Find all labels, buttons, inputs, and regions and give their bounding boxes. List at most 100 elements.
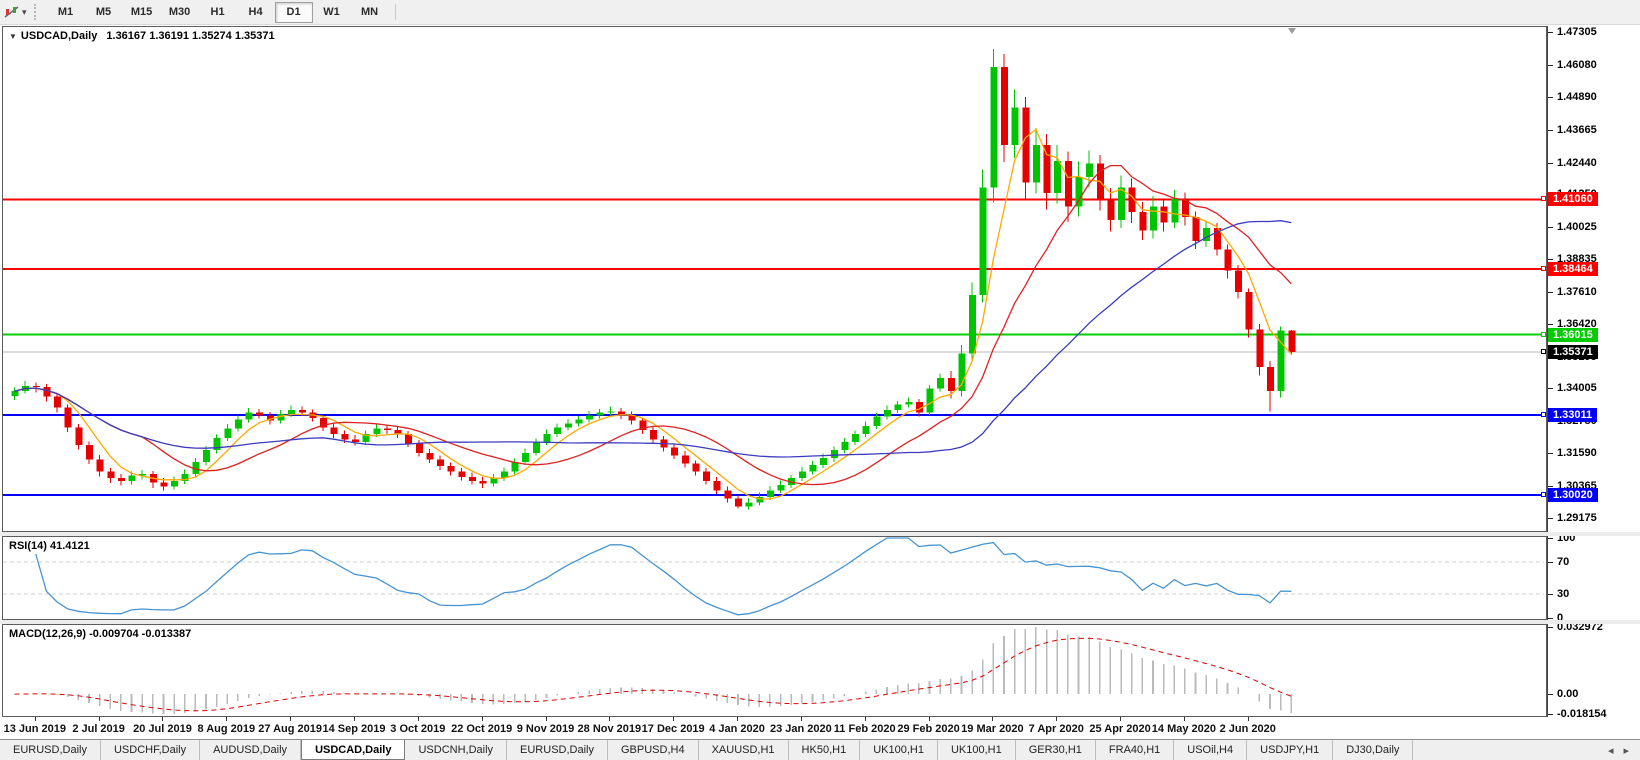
macd-tick-label: 0.032972 — [1557, 621, 1603, 633]
timeframe-button-w1[interactable]: W1 — [323, 5, 340, 18]
macd-chart[interactable] — [3, 625, 1544, 716]
date-tick — [609, 717, 611, 721]
date-axis[interactable]: 13 Jun 2019 2 Jul 2019 20 Jul 2019 8 Aug 20… — [0, 717, 1640, 739]
chart-symbol-period: USDCAD,Daily — [20, 30, 98, 42]
level-endpoint-marker[interactable] — [1541, 348, 1546, 354]
toolbar-grip[interactable] — [33, 4, 41, 20]
timeframe-toolbar: ▾ M1 M5 M15 M30 H1 H4 D1 W1 MN — [0, 0, 1640, 25]
timeframe-button-m1[interactable]: M1 — [57, 5, 74, 18]
chart-tab-usoil-h4[interactable]: USOil,H4 — [1174, 740, 1248, 760]
axis-tick — [1548, 259, 1553, 261]
chart-tab-ger30-h1[interactable]: GER30,H1 — [1016, 740, 1096, 760]
rsi-indicator-panel[interactable]: RSI(14) 41.4121 — [2, 536, 1547, 620]
date-label: 20 Jul 2019 — [133, 723, 192, 735]
chart-tab-hk50-h1[interactable]: HK50,H1 — [789, 740, 861, 760]
price-tick-label: 1.47305 — [1557, 26, 1597, 39]
date-label: 28 Nov 2019 — [577, 723, 642, 735]
date-label: 7 Apr 2020 — [1028, 723, 1084, 735]
timeframe-button-m15[interactable]: M15 — [130, 5, 153, 18]
price-tick-label: 1.43665 — [1557, 123, 1597, 136]
tab-scroll-left-icon[interactable]: ◂ — [1607, 744, 1614, 757]
date-tick — [673, 717, 675, 721]
timeframe-button-h1[interactable]: H1 — [210, 5, 225, 18]
date-tick — [1120, 717, 1122, 721]
date-tick — [545, 717, 547, 721]
price-tick-label: 1.29175 — [1557, 511, 1597, 524]
panel-splitter[interactable] — [0, 532, 1640, 536]
chart-tab-usdchf-daily[interactable]: USDCHF,Daily — [101, 740, 201, 760]
ohlc-caret-icon[interactable]: ▼ — [9, 32, 17, 41]
candlestick-chart[interactable] — [3, 27, 1544, 531]
panel-splitter[interactable] — [0, 620, 1640, 624]
date-label: 8 Aug 2019 — [197, 723, 256, 735]
macd-tick-label: -0.018154 — [1557, 708, 1607, 720]
axis-tick — [1548, 627, 1553, 628]
chart-tab-uk100-h1[interactable]: UK100,H1 — [860, 740, 938, 760]
level-endpoint-marker[interactable] — [1541, 492, 1546, 498]
timeframe-button-d1[interactable]: D1 — [274, 1, 313, 23]
timeframe-button-m30[interactable]: M30 — [168, 5, 191, 18]
axis-tick — [1548, 562, 1553, 563]
chart-tab-fra40-h1[interactable]: FRA40,H1 — [1096, 740, 1175, 760]
timeframe-button-h4[interactable]: H4 — [248, 5, 263, 18]
timeframe-buttons-group: M1 M5 M15 M30 H1 H4 D1 W1 MN — [47, 1, 389, 23]
date-tick — [290, 717, 292, 721]
chart-tab-gbpusd-h4[interactable]: GBPUSD,H4 — [608, 740, 699, 760]
date-label: 25 Apr 2020 — [1089, 723, 1151, 735]
main-chart-panel[interactable]: ▼ USDCAD,Daily 1.36167 1.36191 1.35274 1.… — [2, 26, 1547, 532]
timeframe-button-mn[interactable]: MN — [360, 5, 379, 18]
chart-tools-button[interactable]: ▾ — [0, 1, 30, 23]
axis-tick — [1548, 388, 1553, 390]
chart-tab-eurusd-daily[interactable]: EURUSD,Daily — [0, 740, 101, 760]
timeframe-button-m5[interactable]: M5 — [95, 5, 112, 18]
macd-histogram — [24, 627, 1293, 714]
ma-line-5 — [14, 128, 1292, 500]
rsi-tick-label: 30 — [1557, 588, 1570, 600]
date-label: 13 Jun 2019 — [3, 723, 66, 735]
horizontal-level-lines — [3, 198, 1544, 497]
rsi-tick-label: 0 — [1557, 612, 1564, 624]
price-tick-label: 1.42440 — [1557, 156, 1597, 169]
rsi-label: RSI(14) 41.4121 — [9, 540, 90, 552]
chart-tab-xauusd-h1[interactable]: XAUUSD,H1 — [699, 740, 789, 760]
level-endpoint-marker[interactable] — [1541, 412, 1546, 417]
price-axis[interactable]: 1.473051.460801.448901.436651.424401.412… — [1541, 26, 1640, 720]
date-tick — [864, 717, 866, 721]
date-tick — [800, 717, 802, 721]
dropdown-caret-icon[interactable]: ▾ — [22, 6, 27, 17]
toolbar-separator — [394, 4, 396, 20]
axis-tick — [1548, 227, 1553, 229]
chart-ohlc-values: 1.36167 1.36191 1.35274 1.35371 — [106, 30, 275, 42]
chart-shift-marker-icon[interactable] — [1288, 28, 1297, 34]
macd-tick-label: 0.00 — [1557, 688, 1579, 701]
chart-tab-audusd-daily[interactable]: AUDUSD,Daily — [200, 740, 302, 760]
price-tick-label: 1.36420 — [1557, 317, 1597, 330]
chart-tab-usdjpy-h1[interactable]: USDJPY,H1 — [1247, 740, 1334, 760]
axis-tick — [1548, 485, 1553, 487]
date-label: 4 Jan 2020 — [709, 723, 765, 735]
chart-tab-uk100-h1[interactable]: UK100,H1 — [938, 740, 1016, 760]
macd-indicator-panel[interactable]: MACD(12,26,9) -0.009704 -0.013387 — [2, 624, 1547, 717]
tab-scroll-right-icon[interactable]: ▸ — [1623, 744, 1629, 757]
rsi-chart[interactable] — [3, 537, 1544, 619]
level-endpoint-marker[interactable] — [1541, 265, 1546, 271]
price-level-badge: 1.36015 — [1548, 327, 1598, 342]
chart-tab-dj30-daily[interactable]: DJ30,Daily — [1333, 740, 1414, 760]
date-tick — [353, 717, 355, 721]
rsi-line — [35, 537, 1292, 616]
tab-scroll-arrows: ◂ ▸ — [1603, 740, 1640, 760]
axis-tick — [1548, 291, 1553, 293]
chart-tab-eurusd-daily[interactable]: EURUSD,Daily — [507, 740, 608, 760]
chart-tab-usdcnh-daily[interactable]: USDCNH,Daily — [405, 740, 508, 760]
date-label: 22 Oct 2019 — [451, 723, 513, 735]
axis-tick — [1548, 594, 1553, 595]
axis-tick — [1548, 453, 1553, 455]
level-endpoint-marker[interactable] — [1541, 196, 1546, 202]
axis-tick — [1548, 162, 1553, 164]
date-label: 23 Jan 2020 — [769, 723, 832, 735]
rsi-tick-label: 70 — [1557, 556, 1570, 568]
chart-tab-usdcad-daily[interactable]: USDCAD,Daily — [301, 740, 406, 760]
date-tick — [162, 717, 164, 721]
level-endpoint-marker[interactable] — [1541, 331, 1546, 337]
